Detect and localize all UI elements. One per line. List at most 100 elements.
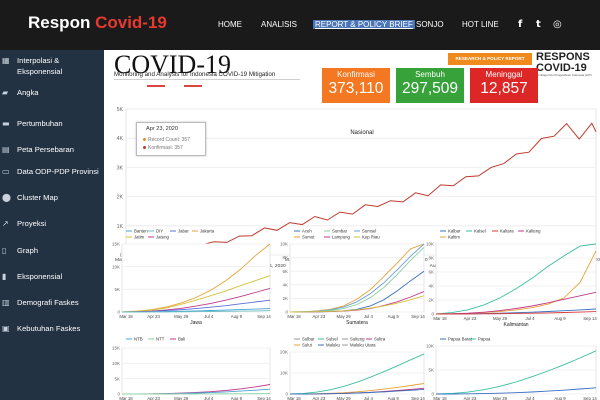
- chat-icon: ▰: [2, 88, 9, 97]
- x-tick-label: Mar 18: [287, 396, 301, 400]
- sidebar-item-label: Peta Persebaran: [17, 145, 74, 154]
- y-tick-label: 10K: [426, 242, 434, 247]
- map-icon: ▤: [2, 145, 10, 154]
- legend-label: Banten: [134, 229, 148, 234]
- decoration-dash: [184, 85, 202, 87]
- x-tick-label: Jul 4: [525, 396, 535, 400]
- legend-label: Maluku Utara: [350, 343, 376, 348]
- chart-title: Nasional: [350, 130, 373, 136]
- grid-icon: ▦: [2, 56, 10, 65]
- y-tick-label: 6K: [428, 270, 434, 275]
- research-policy-report-button[interactable]: RESEARCH & POLICY REPORT: [448, 53, 532, 65]
- instagram-icon[interactable]: ◎: [553, 19, 562, 30]
- chart-bali-nusa[interactable]: NTB NTT Bali 0 5K 10K 15K Mar 18 Apr 23 May 29 Jul…: [104, 334, 274, 400]
- y-tick-label: 10K: [112, 361, 120, 366]
- x-tick-label: Mar 18: [119, 396, 133, 400]
- nav-report-policy-brief[interactable]: REPORT & POLICY BRIEF: [313, 20, 415, 29]
- legend-label: Sulsel: [326, 337, 338, 342]
- y-tick-label: 20K: [280, 350, 288, 355]
- stat-label: Konfirmasi: [337, 70, 375, 79]
- x-tick-label: Sep 14: [257, 396, 271, 400]
- legend-label: Maluku: [326, 343, 340, 348]
- chart-papua[interactable]: Papua Barat Papua 0 5K 10K Mar 18 Apr 23 May 29…: [422, 334, 600, 400]
- y-tick-label: 5K: [114, 287, 120, 292]
- x-tick-label: Mar 18: [287, 314, 301, 319]
- sidebar-item-label: Cluster Map: [17, 193, 58, 202]
- sidebar-item-label: Data ODP-PDP Provinsi: [17, 167, 99, 176]
- sidebar-item-label: Kebutuhan Faskes: [17, 324, 81, 333]
- document-icon: ▭: [2, 167, 10, 176]
- graph-icon: ▯: [2, 246, 7, 255]
- respons-covid-logo: RESPONS COVID-19 Lembaga Ilmu Pengetahua…: [536, 52, 596, 92]
- stat-meninggal: Meninggal 12,857: [470, 68, 538, 103]
- sidebar-item-label: Graph: [17, 246, 39, 255]
- plot-area: [121, 347, 271, 395]
- tooltip-row-konfirmasi: Konfirmasi: 357: [143, 145, 183, 151]
- x-tick-label: Aug 9: [231, 314, 243, 319]
- y-tick-label: 0: [431, 392, 434, 397]
- x-tick-label: Sep 14: [257, 314, 271, 319]
- twitter-icon[interactable]: t: [536, 19, 541, 30]
- x-tick-label: Jul 4: [204, 396, 214, 400]
- x-tick-label: Jul 4: [525, 316, 535, 321]
- y-tick-label: 10K: [280, 242, 288, 247]
- y-tick-label: 15K: [112, 346, 120, 351]
- sidebar-item-label: Pertumbuhan: [17, 119, 63, 128]
- stat-value: 12,857: [480, 80, 528, 97]
- brand-highlight: Covid-19: [95, 13, 167, 32]
- x-tick-label: May 11, 2020: [256, 263, 286, 269]
- legend-label: NTT: [156, 337, 165, 342]
- sidebar-item-label: Angka: [17, 88, 39, 97]
- x-tick-label: Mar 18: [433, 396, 447, 400]
- chart-jawa[interactable]: Banten DIY Jabar Jakarta Jatim Jateng 0 5K 10K 15…: [104, 226, 274, 326]
- tooltip-date: Apr 23, 2020: [146, 126, 179, 132]
- y-tick-label: 5K: [114, 376, 120, 381]
- x-tick-label: Sep 14: [583, 396, 597, 400]
- nav-analisis[interactable]: ANALISIS: [261, 20, 298, 29]
- series-line-papua: [435, 350, 597, 395]
- legend-label: Papua: [478, 337, 491, 342]
- series-line-kalsel: [435, 243, 597, 315]
- legend-label: Papua Barat: [448, 337, 473, 342]
- series-line-kaltara: [436, 311, 597, 315]
- y-tick-label: 4K: [428, 284, 434, 289]
- x-tick-label: Aug 9: [554, 316, 566, 321]
- tooltip-row-record: Record Count: 357: [143, 137, 190, 143]
- x-tick-label: Aug 9: [231, 396, 243, 400]
- chart-sumatera[interactable]: Aceh Sumbar Sumsel Sumut Lampung Kep Riau 0 2K 4…: [276, 226, 428, 326]
- logo-line1: RESPONS: [536, 51, 590, 63]
- y-tick-label: 10K: [112, 264, 120, 269]
- nav-hot-line[interactable]: HOT LINE: [462, 20, 499, 29]
- nav-home[interactable]: HOME: [218, 20, 242, 29]
- nav-sonjo[interactable]: SONJO: [416, 20, 444, 29]
- x-tick-label: May 29: [337, 314, 352, 319]
- chart-title: Sumatera: [346, 320, 368, 326]
- x-tick-label: Mar 18: [433, 316, 447, 321]
- brand-logo[interactable]: Respon Covid-19: [28, 13, 167, 33]
- x-tick-label: May 29: [174, 396, 189, 400]
- x-tick-label: Apr 23: [147, 314, 160, 319]
- projection-icon: ↗: [2, 219, 9, 228]
- legend-label: Kaltara: [500, 229, 514, 234]
- x-tick-label: Sep 14: [411, 314, 425, 319]
- legend-label: Bali: [178, 337, 185, 342]
- facebook-icon[interactable]: f: [518, 19, 523, 30]
- stat-konfirmasi: Konfirmasi 373,110: [322, 68, 390, 103]
- stat-label: Meninggal: [485, 70, 523, 79]
- y-tick-label: 6K: [282, 269, 288, 274]
- x-tick-label: Apr 23: [464, 396, 477, 400]
- growth-icon: ▬: [2, 119, 10, 128]
- x-tick-label: Jul 4: [204, 314, 214, 319]
- y-tick-label: 1K: [117, 224, 124, 230]
- x-tick-label: Apr 23: [464, 316, 477, 321]
- decoration-dash: [147, 85, 165, 87]
- y-tick-label: 0: [285, 310, 288, 315]
- plot-area: [121, 243, 271, 313]
- chart-kalimantan[interactable]: Kalbar Kalsel Kaltara Kalteng Kaltim 0 2K 4K 6K 8…: [422, 226, 600, 338]
- exponential-icon: ▮: [2, 272, 7, 281]
- chart-sulawesi-maluku[interactable]: Sulbar Sulsel Sulteng Sultra Sulut Maluku Malu…: [276, 334, 428, 400]
- y-tick-label: 10K: [426, 344, 434, 349]
- x-tick-label: Sep 14: [411, 396, 425, 400]
- x-tick-label: Apr 23: [312, 314, 325, 319]
- series-line-kalteng: [435, 291, 597, 315]
